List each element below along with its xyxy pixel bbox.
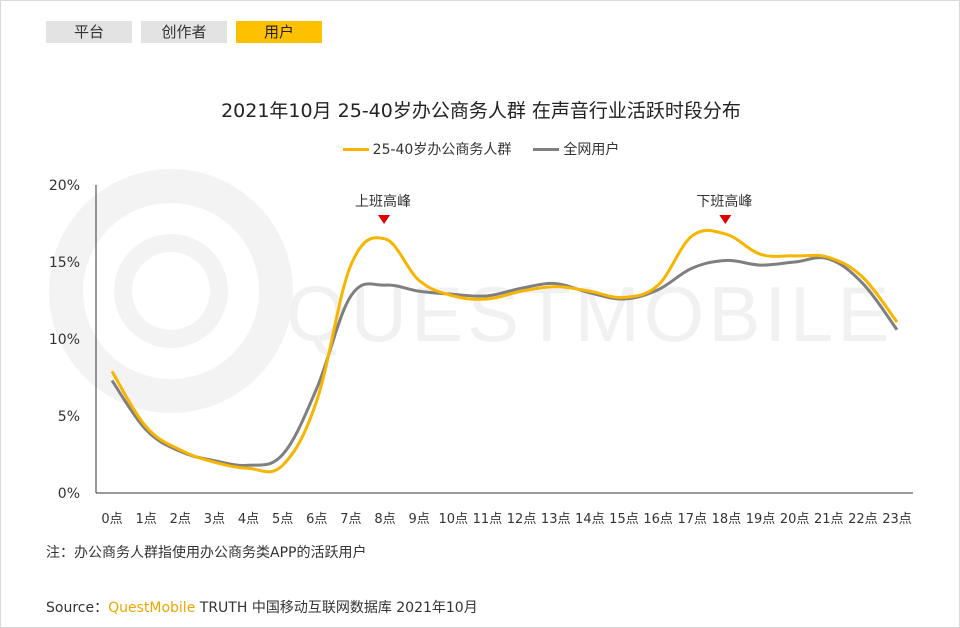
legend-label-series-a: 25-40岁办公商务人群 bbox=[372, 142, 512, 158]
x-tick-label: 1点 bbox=[135, 512, 156, 527]
x-tick-label: 6点 bbox=[306, 512, 327, 527]
y-tick-label: 20% bbox=[49, 178, 80, 194]
legend-swatch-series-a bbox=[342, 147, 369, 151]
y-tick-label: 0% bbox=[58, 486, 80, 502]
source-prefix: Source： bbox=[46, 600, 109, 616]
annotation-marker bbox=[719, 215, 732, 224]
x-tick-label: 19点 bbox=[746, 512, 776, 527]
x-tick-label: 18点 bbox=[712, 512, 742, 527]
footnote: 注：办公商务人群指使用办公商务类APP的活跃用户 bbox=[46, 545, 367, 561]
x-tick-label: 15点 bbox=[609, 512, 639, 527]
tab-creator[interactable]: 创作者 bbox=[141, 21, 227, 43]
x-tick-label: 23点 bbox=[882, 512, 912, 527]
x-tick-label: 11点 bbox=[473, 512, 503, 527]
tab-bar: 平台 创作者 用户 bbox=[46, 21, 322, 43]
tab-user[interactable]: 用户 bbox=[236, 21, 322, 43]
legend-item-series-b: 全网用户 bbox=[533, 139, 619, 159]
x-tick-label: 13点 bbox=[541, 512, 571, 527]
annotation-label: 下班高峰 bbox=[696, 193, 752, 210]
legend-label-series-b: 全网用户 bbox=[563, 142, 620, 158]
chart-title: 2021年10月 25-40岁办公商务人群 在声音行业活跃时段分布 bbox=[221, 100, 741, 122]
x-tick-label: 5点 bbox=[272, 512, 293, 527]
x-tick-label: 7点 bbox=[340, 512, 361, 527]
x-tick-label: 20点 bbox=[780, 512, 810, 527]
legend-item-series-a: 25-40岁办公商务人群 bbox=[342, 139, 512, 159]
x-tick-label: 10点 bbox=[439, 512, 469, 527]
chart-legend: 25-40岁办公商务人群 全网用户 bbox=[1, 139, 959, 159]
series-line-business-users bbox=[110, 228, 899, 474]
y-tick-label: 10% bbox=[49, 332, 80, 348]
x-tick-label: 14点 bbox=[575, 512, 605, 527]
source-line: Source：QuestMobile TRUTH 中国移动互联网数据库 2021… bbox=[46, 597, 478, 617]
x-tick-label: 16点 bbox=[643, 512, 673, 527]
source-brand: QuestMobile bbox=[108, 600, 196, 616]
x-tick-label: 22点 bbox=[848, 512, 878, 527]
annotation-marker bbox=[378, 215, 391, 224]
source-rest: TRUTH 中国移动互联网数据库 2021年10月 bbox=[195, 600, 478, 616]
y-tick-label: 5% bbox=[58, 409, 80, 425]
x-tick-label: 4点 bbox=[238, 512, 259, 527]
series-line-all-users bbox=[110, 256, 899, 468]
y-tick-label: 15% bbox=[49, 255, 80, 271]
x-tick-label: 8点 bbox=[374, 512, 395, 527]
x-tick-label: 9点 bbox=[409, 512, 430, 527]
x-tick-label: 21点 bbox=[814, 512, 844, 527]
x-tick-label: 2点 bbox=[170, 512, 191, 527]
legend-swatch-series-b bbox=[533, 147, 560, 151]
annotation-label: 上班高峰 bbox=[355, 193, 411, 210]
x-tick-label: 17点 bbox=[677, 512, 707, 527]
x-tick-label: 0点 bbox=[101, 512, 122, 527]
x-tick-label: 12点 bbox=[507, 512, 537, 527]
tab-platform[interactable]: 平台 bbox=[46, 21, 132, 43]
x-tick-label: 3点 bbox=[204, 512, 225, 527]
